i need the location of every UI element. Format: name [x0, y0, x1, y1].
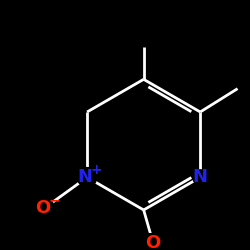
Text: O: O: [145, 234, 160, 250]
Circle shape: [78, 168, 97, 187]
Text: O: O: [35, 199, 51, 217]
Circle shape: [36, 199, 54, 216]
Text: N: N: [193, 168, 208, 186]
Circle shape: [146, 235, 160, 250]
Text: +: +: [90, 163, 102, 177]
Text: N: N: [77, 168, 92, 186]
Text: −: −: [48, 194, 60, 208]
Circle shape: [193, 170, 208, 185]
